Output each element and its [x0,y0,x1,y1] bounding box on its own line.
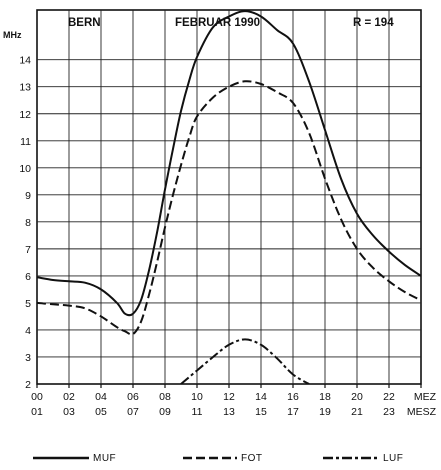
series-line-luf [180,338,310,384]
legend-label-muf: MUF [93,452,117,464]
x-tick-label-top: 18 [319,391,331,403]
x-tick-label-top: MEZ [414,391,437,403]
x-tick-label-top: 22 [383,391,395,403]
x-tick-label-bottom: 11 [192,406,203,418]
x-tick-label-bottom: 03 [63,406,75,418]
x-tick-label-bottom: 05 [95,406,107,418]
y-tick-label: 10 [19,163,31,175]
chart-title-right: R = 194 [353,17,394,29]
chart-title-center: FEBRUAR 1990 [175,17,260,29]
series-line-fot [37,80,421,336]
y-tick-label: 3 [25,352,31,364]
x-tick-label-bottom: 07 [127,406,139,418]
x-tick-label-bottom: 23 [383,406,395,418]
legend-label-fot: FOT [241,452,263,464]
x-tick-label-top: 12 [223,391,235,403]
y-tick-label: 2 [25,379,31,391]
y-tick-label: 6 [25,271,31,283]
legend-item-luf: LUF [323,451,403,465]
legend-item-muf: MUF [33,451,116,465]
y-tick-label: 9 [25,190,31,202]
legend-swatch-fot [183,456,237,460]
y-tick-label: 8 [25,217,31,229]
x-tick-label-bottom: 19 [319,406,331,418]
series-line-muf [37,10,421,317]
y-tick-labels: 2 3 4 5 6 7 8 9 10 11 12 13 14 [19,55,31,391]
x-tick-label-top: 04 [95,391,107,403]
x-tick-label-bottom: 01 [31,406,43,418]
legend-item-fot: FOT [183,451,263,465]
x-tick-label-top: 10 [191,391,203,403]
x-tick-label-bottom: 17 [287,406,299,418]
legend-swatch-luf [323,456,379,460]
x-tick-label-top: 16 [287,391,299,403]
y-tick-label: 7 [25,244,31,256]
x-tick-label-top: 14 [255,391,267,403]
y-tick-label: 4 [25,325,31,337]
x-tick-label-bottom: 21 [351,406,363,418]
legend-swatch-muf [33,456,89,460]
x-tick-labels-bottom: 01 03 05 07 09 11 13 15 17 19 21 23 MESZ [31,406,436,418]
x-tick-label-bottom: 15 [255,406,267,418]
x-tick-label-top: 06 [127,391,139,403]
y-tick-label: 12 [19,109,31,121]
y-tick-label: 11 [20,136,31,148]
y-axis-label: MHz [3,30,22,40]
x-tick-labels-top: 00 02 04 06 08 10 12 14 16 18 20 22 MEZ [31,391,436,403]
y-tick-label: 13 [19,82,31,94]
y-tick-label: 14 [19,55,31,67]
x-tick-label-bottom: 09 [159,406,171,418]
x-tick-label-top: 08 [159,391,171,403]
chart-title-left: BERN [68,17,101,29]
x-tick-label-top: 02 [63,391,75,403]
series-layer [37,10,421,384]
grid [36,10,422,388]
x-tick-label-top: 20 [351,391,363,403]
x-tick-label-top: 00 [31,391,43,403]
x-tick-label-bottom: 13 [223,406,235,418]
y-tick-label: 5 [25,298,31,310]
x-tick-label-bottom: MESZ [407,406,437,418]
legend-label-luf: LUF [383,452,404,464]
